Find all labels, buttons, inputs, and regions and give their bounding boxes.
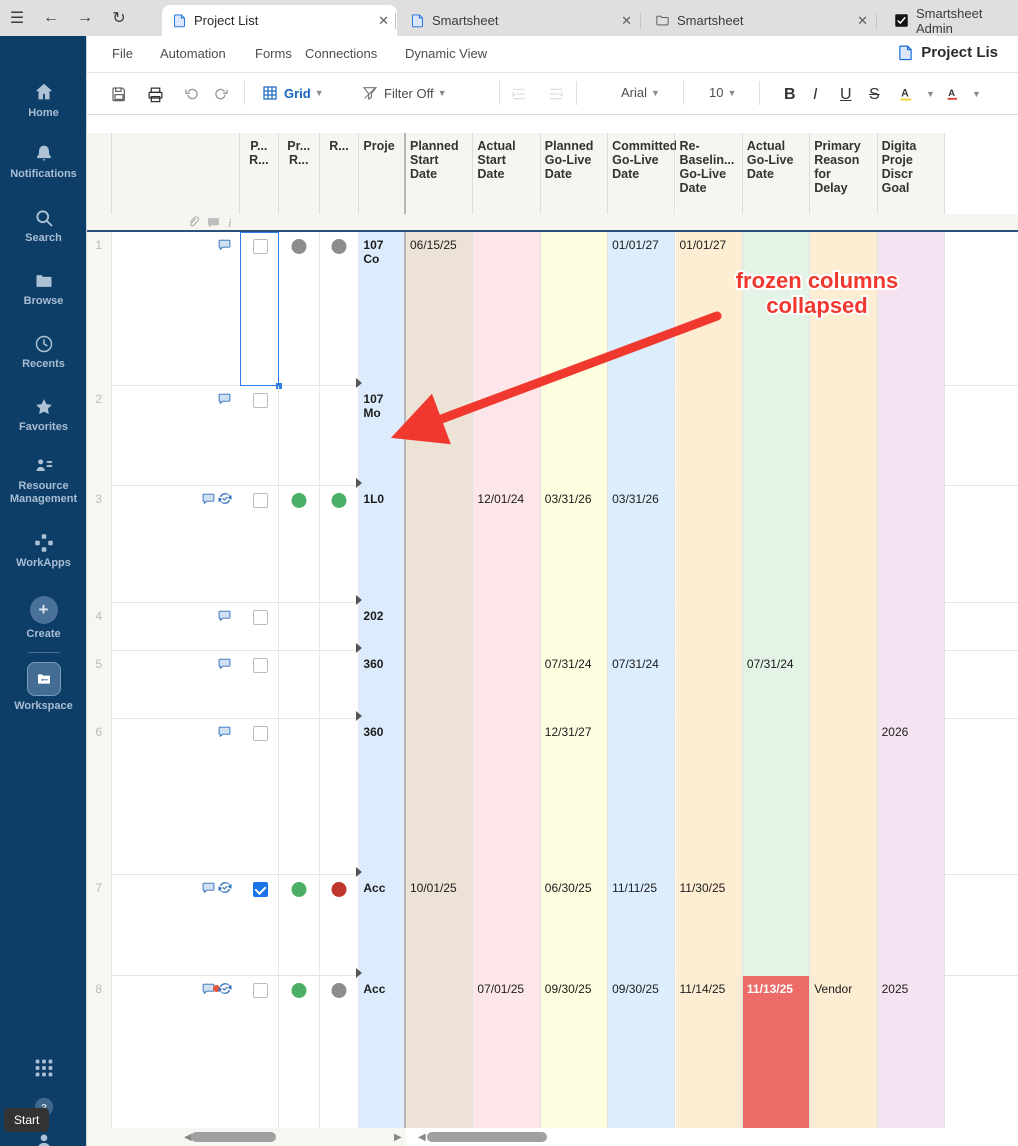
- svg-text:A: A: [901, 87, 909, 99]
- svg-text:A: A: [948, 88, 955, 98]
